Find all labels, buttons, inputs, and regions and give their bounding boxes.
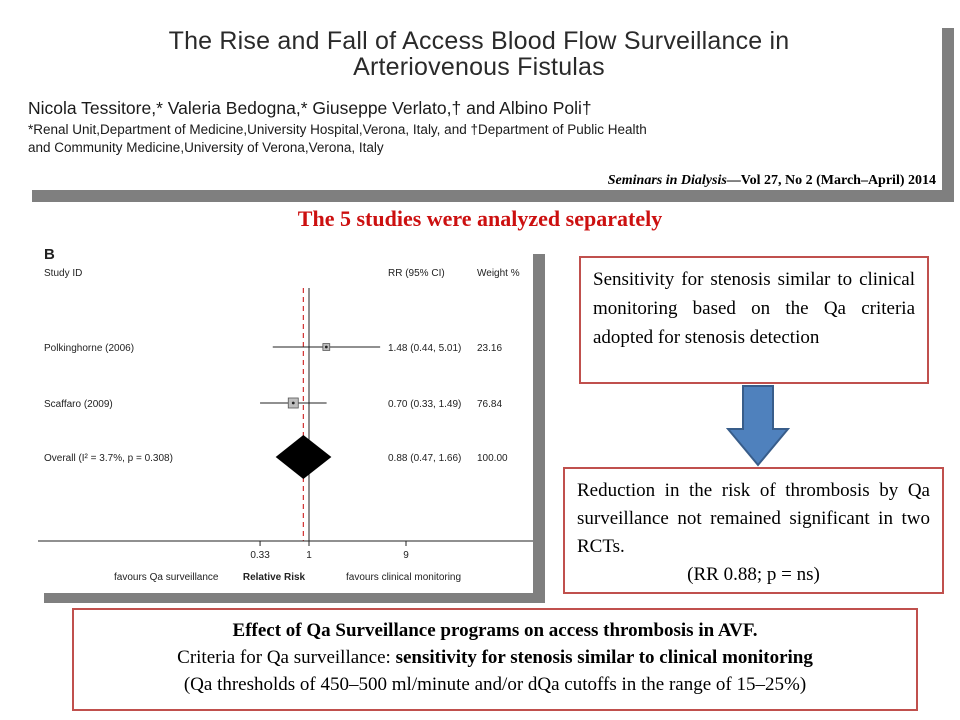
effect-summary-box: Effect of Qa Surveillance programs on ac… <box>72 608 918 711</box>
paper-authors: Nicola Tessitore,* Valeria Bedogna,* Giu… <box>28 98 592 118</box>
down-arrow-icon <box>726 385 790 467</box>
overall-rr: 0.88 (0.47, 1.66) <box>388 453 461 464</box>
forest-plot-svg: B Study ID RR (95% CI) Weight % Relative… <box>38 246 533 583</box>
effect-title: Effect of Qa Surveillance programs on ac… <box>232 620 758 641</box>
study-point-center-0 <box>324 345 328 349</box>
study-label-0: Polkinghorne (2006) <box>44 343 134 354</box>
favours-left-label: favours Qa surveillance <box>114 572 219 583</box>
effect-criteria-prefix: Criteria for Qa surveillance: <box>177 647 396 668</box>
forest-plot: B Study ID RR (95% CI) Weight % Relative… <box>36 244 533 593</box>
column-header-weight: Weight % <box>477 268 520 279</box>
overall-weight: 100.00 <box>477 453 508 464</box>
x-tick-label-0: 0.33 <box>250 550 270 561</box>
citation-volume: —Vol 27, No 2 (March–April) 2014 <box>726 173 936 188</box>
effect-criteria-bold: sensitivity for stenosis similar to clin… <box>395 647 813 668</box>
paper-title-line2: Arteriovenous Fistulas <box>353 53 605 81</box>
reduction-rr: (RR 0.88; p = ns) <box>687 564 820 585</box>
affiliation-line2: and Community Medicine,University of Ver… <box>28 140 384 155</box>
reduction-text: Reduction in the risk of thrombosis by Q… <box>577 480 930 557</box>
study-rr-0: 1.48 (0.44, 5.01) <box>388 343 461 354</box>
panel-label: B <box>44 246 55 263</box>
paper-title-line1: The Rise and Fall of Access Blood Flow S… <box>168 27 790 55</box>
favours-right-label: favours clinical monitoring <box>346 572 461 583</box>
study-label-1: Scaffaro (2009) <box>44 399 113 410</box>
effect-criteria: Criteria for Qa surveillance: sensitivit… <box>80 644 910 671</box>
column-header-study: Study ID <box>44 268 82 279</box>
sensitivity-callout: Sensitivity for stenosis similar to clin… <box>579 256 929 384</box>
study-point-center-1 <box>291 401 295 405</box>
study-weight-0: 23.16 <box>477 343 502 354</box>
axis-title: Relative Risk <box>243 572 306 583</box>
citation-journal: Seminars in Dialysis <box>607 173 727 188</box>
overall-diamond <box>275 435 332 479</box>
effect-thresholds: (Qa thresholds of 450–500 ml/minute and/… <box>183 674 807 695</box>
paper-header: The Rise and Fall of Access Blood Flow S… <box>24 18 942 190</box>
x-tick-label-2: 9 <box>403 550 409 561</box>
study-rr-1: 0.70 (0.33, 1.49) <box>388 399 461 410</box>
x-tick-label-1: 1 <box>306 550 312 561</box>
affiliation-line1: *Renal Unit,Department of Medicine,Unive… <box>28 122 647 137</box>
overall-label: Overall (I² = 3.7%, p = 0.308) <box>44 453 173 464</box>
paper-citation: Seminars in Dialysis—Vol 27, No 2 (March… <box>608 173 936 189</box>
slide-banner: The 5 studies were analyzed separately <box>297 206 663 231</box>
study-weight-1: 76.84 <box>477 399 502 410</box>
paper-title: The Rise and Fall of Access Blood Flow S… <box>24 28 934 80</box>
reduction-callout: Reduction in the risk of thrombosis by Q… <box>563 467 944 594</box>
paper-affiliation: *Renal Unit,Department of Medicine,Unive… <box>28 121 918 157</box>
column-header-rr: RR (95% CI) <box>388 268 445 279</box>
